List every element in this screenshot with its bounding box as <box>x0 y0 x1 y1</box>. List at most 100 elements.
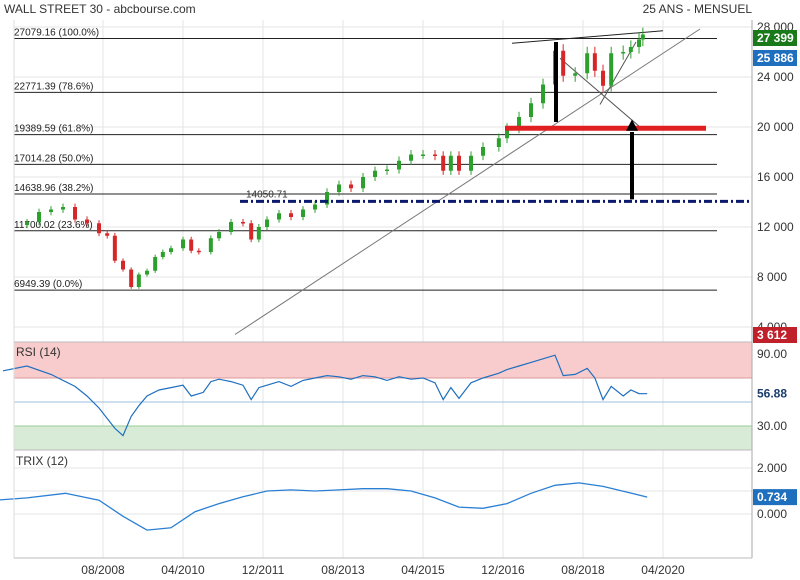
candle-down <box>112 235 117 261</box>
candle-up <box>25 222 30 226</box>
candle-up <box>313 204 318 210</box>
candle-up <box>397 160 402 170</box>
candle-down <box>85 219 90 224</box>
candle-up <box>217 232 222 239</box>
fib-level-label: 14638.96 (38.2%) <box>14 183 94 194</box>
y-tick-label: 8 000 <box>757 270 787 284</box>
candle-up <box>573 73 578 76</box>
candle-up <box>637 39 642 47</box>
candle-up <box>505 128 510 139</box>
candle-down <box>441 155 446 171</box>
candle-up <box>229 222 234 232</box>
candle-up <box>409 154 414 161</box>
candle-down <box>189 239 194 251</box>
trix-title: TRIX (12) <box>16 454 68 468</box>
candle-up <box>136 274 141 287</box>
rsi-oversold-zone <box>14 426 752 450</box>
candle-up <box>49 209 54 212</box>
candle-up <box>61 207 66 210</box>
y-tick-label: 24 000 <box>757 70 794 84</box>
fib-level-label: 19389.59 (61.8%) <box>14 124 94 135</box>
navy-level-label: 14050.71 <box>246 189 288 200</box>
support-trendline <box>234 28 701 335</box>
candle-up <box>277 213 282 220</box>
candle-down <box>73 207 78 220</box>
y-tick-label: 20 000 <box>757 120 794 134</box>
trendlines <box>234 28 701 335</box>
candle-down <box>433 154 438 156</box>
candle-up <box>37 212 42 222</box>
candle-up <box>153 257 158 271</box>
wedge-line-a <box>559 57 641 128</box>
candle-down <box>196 250 201 253</box>
candle-up <box>621 52 626 54</box>
last-price-badge: 27 399 <box>757 31 794 45</box>
x-tick-label: 12/2016 <box>481 563 525 577</box>
period-label: 25 ANS - MENSUEL <box>643 2 753 16</box>
candle-up <box>181 239 186 249</box>
trix-value-badge-bg <box>753 489 797 506</box>
candle-up <box>256 227 261 240</box>
recent-high-badge: 25 886 <box>757 51 794 65</box>
panel-backgrounds <box>14 342 752 450</box>
rsi-value-badge-bg <box>753 385 797 402</box>
candle-down <box>241 222 246 224</box>
fib-level-label: 6949.39 (0.0%) <box>14 279 82 290</box>
candles <box>25 27 645 289</box>
candle-up <box>208 238 213 252</box>
candle-up <box>169 248 174 252</box>
candle-down <box>97 223 102 234</box>
candle-up <box>265 219 270 227</box>
candle-up <box>373 170 378 177</box>
candle-up <box>469 155 474 171</box>
candle-up <box>481 147 486 156</box>
low-marker-badge-bg <box>753 327 797 343</box>
candle-up <box>337 184 342 192</box>
rsi-overbought-zone <box>14 342 752 378</box>
x-tick-label: 04/2020 <box>641 563 685 577</box>
candle-up <box>421 154 426 156</box>
x-tick-label: 04/2010 <box>161 563 205 577</box>
trix-tick-label: 2.000 <box>757 461 787 475</box>
trix-value-badge: 0.734 <box>757 490 787 504</box>
candle-up <box>585 53 590 74</box>
wedge-line-b <box>599 41 637 105</box>
x-tick-label: 04/2015 <box>401 563 445 577</box>
fibonacci-levels: 27079.16 (100.0%) 22771.39 (78.6%) 19389.5… <box>14 28 717 291</box>
y-tick-label: 12 000 <box>757 220 794 234</box>
resistance-trendline <box>511 30 664 44</box>
candle-up <box>160 252 165 257</box>
y-tick-label: 16 000 <box>757 170 794 184</box>
x-tick-label: 08/2018 <box>561 563 605 577</box>
low-marker-badge: 3 612 <box>757 328 787 342</box>
candle-up <box>529 103 534 117</box>
candle-up <box>541 84 546 104</box>
candle-up <box>640 34 645 40</box>
candle-up <box>361 177 366 189</box>
target-arrow-head <box>626 119 638 131</box>
trix-tick-label: 0.000 <box>757 507 787 521</box>
trix-series-line <box>0 482 648 531</box>
last-price-badge-bg <box>753 30 797 46</box>
candle-up <box>145 270 150 275</box>
candle-up <box>517 117 522 129</box>
candle-down <box>592 53 597 71</box>
candle-down <box>601 70 606 86</box>
axes: 08/2008 04/2010 12/2011 08/2013 04/2015 12/20… <box>13 20 797 577</box>
candle-down <box>349 184 354 189</box>
candle-down <box>121 260 126 270</box>
candle-up <box>325 192 330 205</box>
fib-level-label: 27079.16 (100.0%) <box>14 28 99 39</box>
candle-down <box>249 223 254 240</box>
candle-up <box>496 138 501 147</box>
rsi-title: RSI (14) <box>16 345 61 359</box>
fib-level-label: 22771.39 (78.6%) <box>14 81 94 92</box>
candle-down <box>457 155 462 171</box>
x-tick-label: 08/2013 <box>321 563 365 577</box>
trix-panel <box>0 467 752 531</box>
chart-title: WALL STREET 30 - abcbourse.com <box>4 2 196 16</box>
candle-down <box>105 233 110 236</box>
x-tick-label: 08/2008 <box>81 563 125 577</box>
candle-up <box>628 47 633 52</box>
candle-down <box>129 269 134 287</box>
